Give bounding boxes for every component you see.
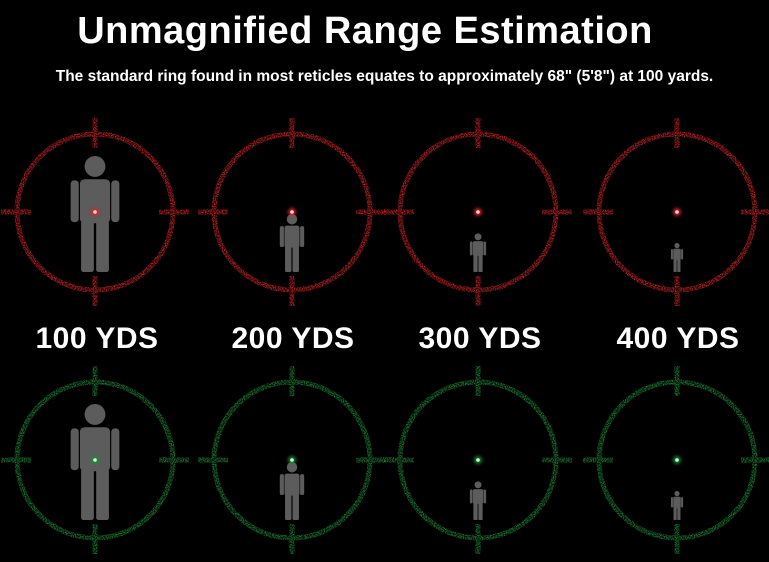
green-reticle-300 — [384, 366, 572, 554]
red-reticle-icon — [198, 118, 386, 306]
human-silhouette-icon — [70, 156, 120, 272]
distance-label-400: 400 YDS — [616, 322, 740, 355]
human-silhouette-icon — [279, 214, 305, 272]
distance-label-100: 100 YDS — [35, 322, 159, 355]
human-silhouette-icon — [70, 404, 120, 520]
green-reticle-200 — [198, 366, 386, 554]
center-dot — [290, 210, 294, 214]
red-reticle-400 — [583, 118, 769, 306]
human-silhouette-icon — [469, 233, 487, 272]
green-reticle-400 — [583, 366, 769, 554]
green-reticle-100 — [1, 366, 189, 554]
center-dot — [675, 458, 679, 462]
center-dot — [476, 210, 480, 214]
red-reticle-300 — [384, 118, 572, 306]
green-reticle-icon — [198, 366, 386, 554]
green-reticle-icon — [1, 366, 189, 554]
center-dot — [93, 210, 97, 214]
human-silhouette-icon — [279, 462, 305, 520]
distance-label-300: 300 YDS — [418, 322, 542, 355]
red-reticle-icon — [1, 118, 189, 306]
human-silhouette-icon — [670, 491, 684, 520]
human-silhouette-icon — [670, 243, 684, 272]
center-dot — [476, 458, 480, 462]
red-reticle-icon — [583, 118, 769, 306]
green-reticle-icon — [583, 366, 769, 554]
red-reticle-icon — [384, 118, 572, 306]
center-dot — [675, 210, 679, 214]
page-title: Unmagnified Range Estimation — [77, 10, 653, 52]
red-reticle-100 — [1, 118, 189, 306]
page-subtitle: The standard ring found in most reticles… — [55, 68, 714, 85]
center-dot — [290, 458, 294, 462]
green-reticle-icon — [384, 366, 572, 554]
red-reticle-200 — [198, 118, 386, 306]
human-silhouette-icon — [469, 481, 487, 520]
distance-label-200: 200 YDS — [231, 322, 355, 355]
center-dot — [93, 458, 97, 462]
